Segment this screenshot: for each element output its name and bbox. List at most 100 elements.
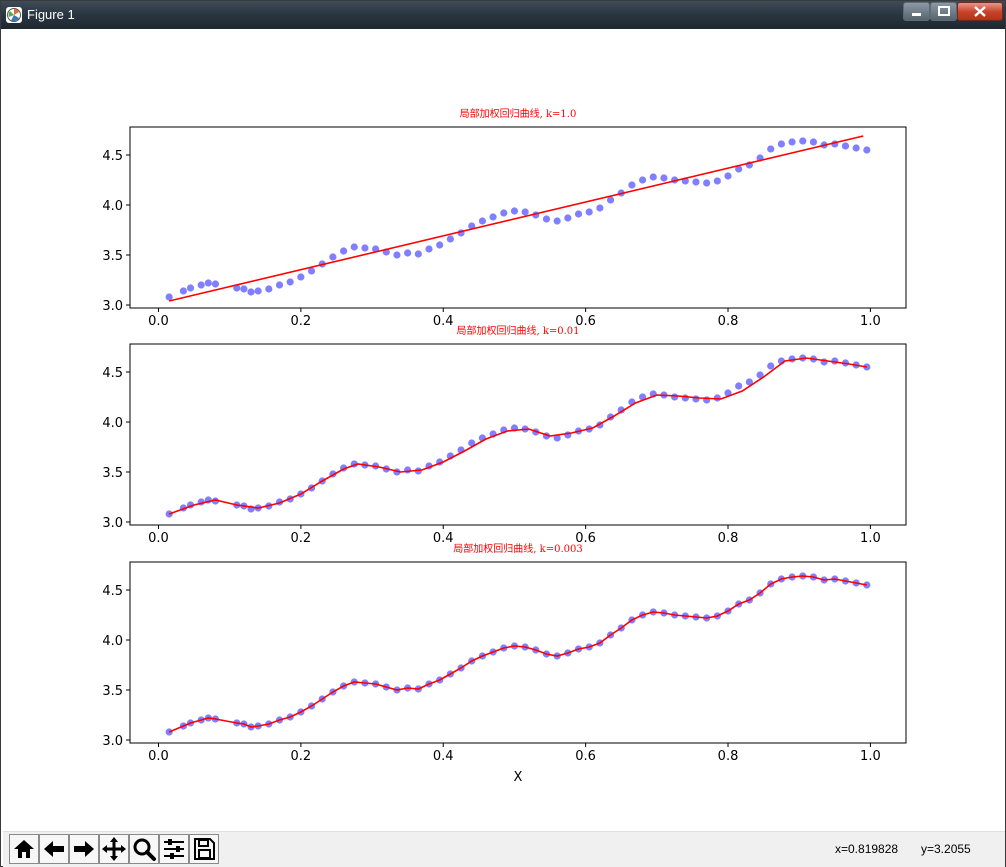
data-point [863, 363, 871, 371]
data-point [350, 243, 358, 251]
data-point [574, 210, 583, 218]
data-point [767, 145, 775, 153]
axes-frame [129, 343, 907, 526]
y-tick-label: 3.0 [102, 516, 123, 531]
x-tick-label: 0.0 [148, 749, 169, 764]
window-title: Figure 1 [27, 7, 75, 22]
pan-button[interactable] [99, 834, 129, 864]
y-tick-label: 4.5 [102, 584, 123, 599]
configure-subplots-button[interactable] [159, 834, 189, 864]
data-point [179, 287, 187, 295]
back-button[interactable] [39, 834, 69, 864]
data-point [788, 138, 796, 146]
data-point [165, 510, 173, 518]
data-point [713, 394, 721, 402]
x-tick-label: 0.4 [433, 531, 454, 546]
y-tick-label: 4.0 [102, 416, 123, 431]
x-tick-label: 1.0 [860, 314, 881, 329]
data-point [468, 439, 476, 447]
subplot-2: 0.0 0.2 0.4 0.6 0.8 1.0 3.0 3.5 4.0 4.5 局部加权回归曲线, … [102, 324, 907, 546]
y-tick-label: 4.5 [102, 366, 123, 381]
data-point [275, 281, 284, 289]
data-point [240, 285, 248, 293]
data-point [468, 222, 476, 230]
subplot-title: 局部加权回归曲线, k=0.01 [456, 324, 579, 337]
forward-button[interactable] [69, 834, 99, 864]
configure-subplots-icon [164, 839, 184, 859]
subplot-3: 0.0 0.2 0.4 0.6 0.8 1.0 3.0 3.5 4.0 4.5 局部加权回归曲线, … [102, 542, 907, 785]
data-point [425, 245, 433, 253]
data-point [404, 466, 412, 474]
data-point [542, 215, 551, 223]
subplot-title: 局部加权回归曲线, k=1.0 [460, 107, 577, 120]
x-tick-label: 0.6 [575, 314, 596, 329]
data-point [596, 204, 604, 212]
data-point [233, 284, 241, 292]
figure-canvas[interactable]: 0.0 0.2 0.4 0.6 0.8 1.0 3.0 3.5 4.0 4.5 局部加权回归曲线, … [3, 29, 1005, 831]
data-point [638, 393, 647, 401]
data-point [767, 362, 775, 370]
data-point [863, 146, 871, 154]
data-point [713, 177, 721, 185]
y-coordinate-readout: y=3.2055 [921, 842, 971, 856]
data-point [521, 208, 529, 216]
x-tick-label: 0.2 [291, 314, 312, 329]
data-point [186, 284, 195, 292]
x-tick-label: 1.0 [860, 749, 881, 764]
data-point [211, 497, 220, 505]
maximize-button[interactable] [930, 2, 957, 21]
regression-line [168, 357, 867, 515]
data-point [564, 214, 572, 222]
data-point [735, 382, 743, 390]
matplotlib-logo-icon [6, 7, 22, 23]
data-point [841, 142, 850, 150]
data-point [553, 217, 561, 225]
data-point [361, 244, 369, 252]
x-coordinate-readout: x=0.819828 [835, 842, 899, 856]
data-point [628, 181, 636, 189]
close-button[interactable] [957, 2, 1003, 21]
data-point [681, 394, 689, 402]
home-button[interactable] [9, 834, 39, 864]
save-button[interactable] [189, 834, 219, 864]
data-point [863, 581, 871, 589]
regression-line [168, 135, 864, 302]
data-point [307, 267, 316, 275]
data-point [165, 728, 173, 736]
data-point [414, 250, 422, 258]
axes-frame [129, 561, 907, 744]
data-point [489, 213, 497, 221]
minimize-button[interactable] [903, 2, 930, 21]
data-point [553, 434, 561, 442]
data-point [478, 217, 487, 225]
data-point [852, 144, 860, 152]
save-icon [194, 838, 215, 860]
x-tick-label: 1.0 [860, 531, 881, 546]
navigation-toolbar: x=0.819828 y=3.2055 [3, 831, 1005, 867]
x-tick-label: 0.0 [148, 531, 169, 546]
subplot-title: 局部加权回归曲线, k=0.003 [453, 542, 582, 555]
minimize-icon [912, 13, 921, 16]
data-point [297, 273, 305, 281]
data-point [254, 287, 262, 295]
maximize-icon [938, 6, 950, 16]
data-point [660, 174, 668, 182]
data-point [649, 173, 657, 181]
data-point [617, 406, 625, 414]
regression-line [168, 575, 867, 733]
data-point [724, 389, 732, 397]
data-point [286, 278, 294, 286]
data-point [339, 247, 348, 255]
x-tick-label: 0.2 [291, 531, 312, 546]
y-tick-label: 3.5 [102, 249, 123, 264]
y-tick-label: 4.0 [102, 634, 123, 649]
data-point [799, 137, 807, 145]
data-point [724, 172, 732, 180]
zoom-button[interactable] [129, 834, 159, 864]
data-point [638, 176, 647, 184]
close-icon [974, 6, 986, 17]
x-tick-label: 0.8 [718, 531, 739, 546]
title-bar[interactable]: Figure 1 [1, 1, 1005, 29]
axes-background [130, 562, 906, 743]
